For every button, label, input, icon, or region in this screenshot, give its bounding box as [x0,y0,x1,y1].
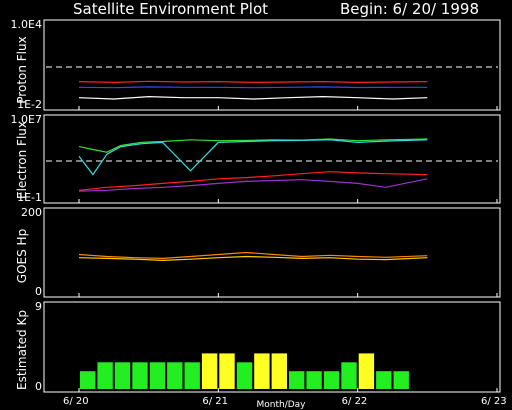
electron-frame [43,114,501,204]
kp-bar [184,362,200,389]
plot-title: Satellite Environment Plot [73,0,268,18]
goes_hp-ytick-bottom: 0 [35,285,42,298]
goes_hp-frame [43,207,501,298]
panel-kp: 90 [35,300,501,393]
kp-bar [236,362,253,389]
kp-bar [149,362,166,389]
x-axis-label: Month/Day [256,400,306,410]
electron-ytick-bottom: 1E-1 [17,191,42,204]
kp-bar [341,362,357,389]
kp-bar [289,371,305,389]
proton-ytick-top: 1.0E4 [11,18,42,31]
kp-bar [358,353,375,389]
x-tick-label-0: 6/ 20 [63,396,89,407]
proton-ytick-bottom: 1E-2 [17,98,42,111]
goes_hp-series-0 [78,251,428,260]
electron-series-0 [78,138,428,153]
kp-bar [114,362,131,389]
begin-date: Begin: 6/ 20/ 1998 [340,0,479,18]
x-tick-label-1: 6/ 21 [202,396,228,407]
kp-bar [219,353,235,389]
kp-bar [306,371,322,389]
kp-ytick-top: 9 [35,300,42,313]
kp-bar [167,362,183,389]
panel-proton: 1.0E4 1E-2 [11,18,501,111]
x-tick-label-3: 6/ 23 [481,396,507,407]
kp-bar [254,353,270,389]
kp-bar [201,353,218,389]
kp-frame [43,301,501,393]
kp-bar [271,353,287,389]
kp-bar [80,371,96,389]
proton-series-1 [78,86,428,89]
electron-ytick-top: 1.0E7 [11,113,42,126]
kp-bar [323,371,340,389]
kp-bar [376,371,392,389]
electron-series-2 [78,171,428,191]
goes_hp-ytick-top: 200 [21,206,42,219]
kp-bar [97,362,113,389]
goes-ylabel: GOES Hp [15,229,29,283]
proton-frame [43,19,501,111]
panel-electron: 1.0E7 1E-1 [11,113,501,204]
goes_hp-series-1 [78,255,428,262]
proton-series-0 [78,80,428,84]
x-tick-label-2: 6/ 22 [342,396,368,407]
kp-ytick-bottom: 0 [35,380,42,393]
kp-bar [393,371,409,389]
electron-ylabel: Electron Flux [15,121,29,199]
electron-series-3 [78,178,428,192]
electron-series-1 [78,139,428,176]
kp-ylabel: Estimated Kp [15,310,29,390]
proton-ylabel: Proton Flux [15,36,29,103]
kp-bar [132,362,148,389]
proton-series-2 [78,95,428,100]
